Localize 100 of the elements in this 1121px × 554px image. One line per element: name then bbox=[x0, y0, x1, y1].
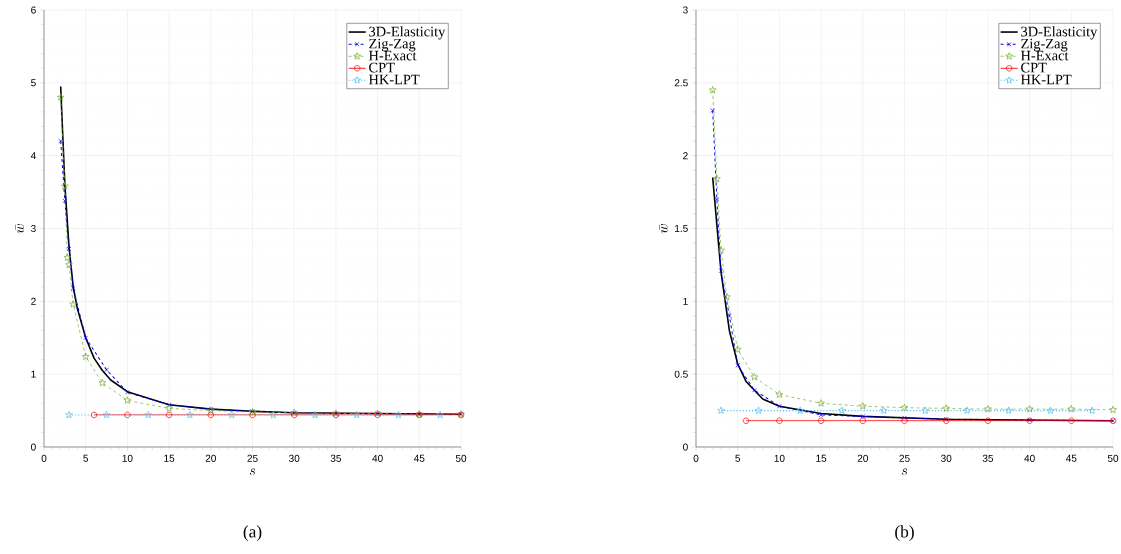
y-tick-label: 1 bbox=[683, 297, 688, 305]
legend-label: Zig-Zag bbox=[1021, 38, 1068, 52]
y-tick-label: 1.5 bbox=[675, 225, 688, 232]
point bbox=[123, 396, 132, 404]
x-tick-label: 35 bbox=[982, 454, 994, 462]
point bbox=[717, 246, 725, 254]
point bbox=[124, 411, 131, 419]
x-tick-label: 30 bbox=[941, 454, 952, 462]
point bbox=[62, 198, 68, 204]
point bbox=[733, 345, 742, 353]
y-tick-label: 4 bbox=[30, 152, 36, 160]
point bbox=[144, 410, 153, 419]
point bbox=[104, 367, 109, 373]
point bbox=[1004, 406, 1013, 414]
point bbox=[859, 417, 866, 424]
x-tick-label: 5 bbox=[83, 454, 89, 462]
point bbox=[713, 174, 721, 183]
point bbox=[859, 402, 867, 410]
x-tick-label: 45 bbox=[1065, 454, 1077, 462]
point bbox=[102, 410, 111, 419]
point bbox=[66, 246, 72, 252]
point bbox=[1046, 406, 1055, 414]
point bbox=[1067, 405, 1076, 413]
point bbox=[165, 404, 173, 412]
x-tick-label: 0 bbox=[693, 454, 699, 462]
point bbox=[735, 363, 741, 368]
x-tick-label: 15 bbox=[164, 454, 175, 462]
x-tick-label: 25 bbox=[899, 454, 910, 462]
y-tick-label: 3 bbox=[683, 6, 688, 14]
y-tick-label: 0.5 bbox=[674, 370, 688, 378]
point bbox=[817, 417, 825, 424]
point bbox=[70, 285, 76, 291]
point bbox=[69, 300, 77, 308]
point bbox=[207, 411, 214, 419]
point bbox=[394, 410, 403, 419]
point bbox=[165, 411, 173, 419]
x-tick-label: 0 bbox=[41, 454, 47, 462]
point bbox=[727, 313, 732, 319]
point bbox=[921, 406, 930, 414]
x-tick-label: 30 bbox=[289, 454, 300, 462]
x-tick-label: 35 bbox=[330, 454, 342, 462]
point bbox=[752, 387, 757, 393]
x-tick-label: 5 bbox=[735, 454, 741, 462]
point bbox=[710, 108, 716, 113]
point bbox=[61, 182, 69, 190]
point bbox=[1088, 406, 1096, 414]
legend-label: CPT bbox=[369, 62, 395, 73]
point bbox=[754, 406, 763, 414]
y-tick-label: 2 bbox=[31, 297, 36, 305]
x-tick-label: 25 bbox=[247, 454, 258, 462]
point bbox=[817, 399, 825, 407]
point bbox=[227, 410, 236, 419]
legend-label: HK-LPT bbox=[368, 74, 420, 85]
text: (a) bbox=[243, 525, 262, 542]
point bbox=[718, 268, 724, 274]
point bbox=[65, 410, 73, 419]
point bbox=[714, 197, 720, 202]
legend-label: HK-LPT bbox=[1020, 74, 1072, 85]
point bbox=[879, 406, 888, 414]
x-tick-label: 45 bbox=[413, 454, 425, 462]
point bbox=[311, 410, 319, 419]
point bbox=[900, 403, 909, 411]
point bbox=[98, 378, 107, 387]
y-tick-label: 1 bbox=[31, 370, 36, 378]
point bbox=[125, 390, 130, 395]
point bbox=[1109, 405, 1117, 414]
y-axis-title: $\bar{w}$ bbox=[15, 224, 24, 234]
point bbox=[860, 414, 866, 419]
legend-label: 3D-Elasticity bbox=[1021, 26, 1098, 40]
y-tick-label: 2 bbox=[683, 152, 688, 160]
x-tick-label: 20 bbox=[205, 454, 216, 462]
point bbox=[63, 253, 72, 261]
legend-label: H-Exact bbox=[1020, 50, 1069, 61]
point bbox=[1025, 405, 1034, 413]
point bbox=[796, 406, 805, 414]
point bbox=[269, 410, 278, 419]
legend-label: 3D-Elasticity bbox=[369, 26, 446, 40]
legend-label: H-Exact bbox=[368, 50, 417, 61]
point bbox=[717, 406, 725, 414]
point bbox=[352, 410, 361, 419]
y-axis-title: $\bar{w}$ bbox=[659, 224, 668, 234]
point bbox=[942, 404, 951, 412]
point bbox=[984, 417, 992, 424]
point bbox=[58, 138, 64, 144]
point bbox=[776, 417, 783, 424]
point bbox=[56, 93, 65, 101]
x-axis-title: $s$ bbox=[901, 468, 908, 476]
x-axis-title: $s$ bbox=[249, 468, 256, 476]
point bbox=[963, 406, 971, 414]
x-tick-label: 10 bbox=[774, 454, 785, 462]
y-tick-label: 0 bbox=[31, 443, 36, 451]
legend-label: CPT bbox=[1021, 62, 1047, 73]
point bbox=[750, 373, 759, 381]
x-tick-label: 15 bbox=[816, 454, 827, 462]
point bbox=[708, 86, 717, 94]
y-tick-label: 3 bbox=[31, 224, 36, 233]
y-tick-label: 6 bbox=[31, 6, 36, 14]
point bbox=[436, 410, 444, 419]
legend-label: Zig-Zag bbox=[369, 38, 416, 52]
x-tick-label: 40 bbox=[1024, 454, 1035, 462]
